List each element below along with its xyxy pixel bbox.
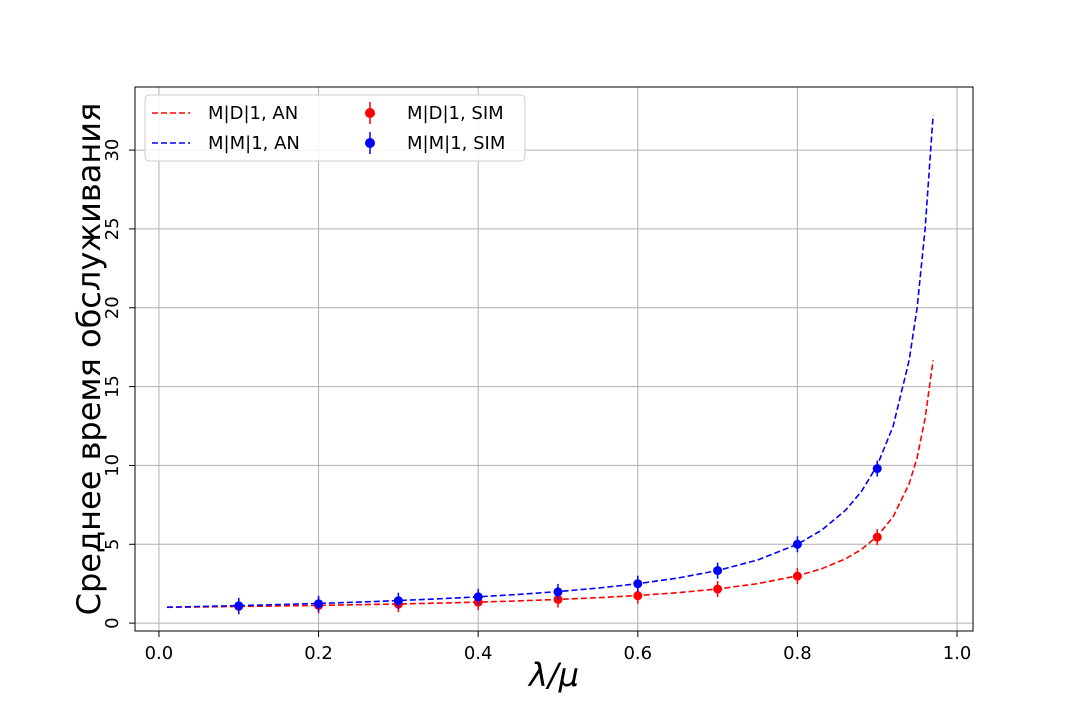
legend-entry-label: M|M|1, SIM bbox=[407, 133, 505, 154]
legend-entry-label: M|M|1, AN bbox=[208, 133, 300, 154]
series-line-mm1-an bbox=[166, 115, 934, 608]
y-tick-label: 15 bbox=[102, 375, 123, 398]
plot-frame bbox=[134, 86, 974, 632]
x-tick-label: 0.8 bbox=[783, 643, 812, 664]
y-tick-label: 10 bbox=[102, 454, 123, 477]
data-point bbox=[234, 601, 244, 611]
x-tick-label: 1.0 bbox=[943, 643, 972, 664]
data-point bbox=[872, 464, 882, 474]
data-point bbox=[713, 566, 723, 576]
tick-layer: 0.0 0.2 0.4 0.6 0.8 1.0 0 5 10 15 20 25 30 bbox=[102, 139, 971, 664]
legend-swatch-marker bbox=[365, 138, 375, 148]
data-point bbox=[633, 579, 643, 589]
legend-box bbox=[144, 94, 526, 162]
data-point bbox=[553, 587, 563, 597]
data-point bbox=[393, 596, 403, 606]
x-axis-label: λ/μ bbox=[527, 656, 579, 694]
legend-entry-label: M|D|1, SIM bbox=[407, 103, 504, 124]
data-point bbox=[792, 539, 802, 549]
grid-layer bbox=[135, 87, 973, 631]
data-point bbox=[872, 532, 882, 542]
data-point bbox=[314, 599, 324, 609]
data-point bbox=[792, 571, 802, 581]
y-tick-label: 20 bbox=[102, 296, 123, 319]
legend: M|D|1, AN M|M|1, AN M|D|1, SIM M|M|1, SIM bbox=[144, 94, 526, 162]
y-tick-label: 0 bbox=[102, 617, 123, 628]
legend-swatch-marker bbox=[365, 108, 375, 118]
x-tick-label: 0.6 bbox=[623, 643, 652, 664]
series-line-md1-an bbox=[166, 360, 934, 609]
y-axis-label: Среднее время обслуживания bbox=[70, 103, 108, 616]
data-point bbox=[713, 584, 723, 594]
series-layer bbox=[166, 115, 934, 615]
plot-area bbox=[135, 87, 973, 631]
x-tick-label: 0.4 bbox=[464, 643, 493, 664]
legend-entry-label: M|D|1, AN bbox=[208, 103, 298, 124]
y-tick-label: 30 bbox=[102, 139, 123, 162]
data-point bbox=[633, 591, 643, 601]
x-tick-label: 0.2 bbox=[304, 643, 333, 664]
y-tick-label: 5 bbox=[102, 539, 123, 550]
x-tick-label: 0.0 bbox=[145, 643, 174, 664]
data-point bbox=[473, 592, 483, 602]
y-tick-label: 25 bbox=[102, 217, 123, 240]
